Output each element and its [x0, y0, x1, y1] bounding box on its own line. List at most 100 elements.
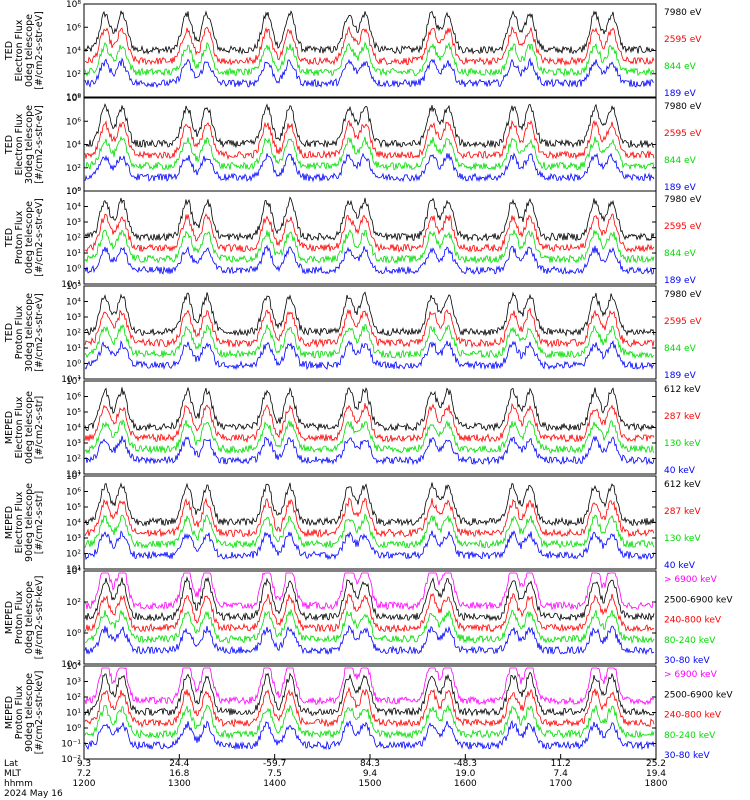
- series-line: [84, 386, 655, 432]
- series-line: [84, 719, 655, 751]
- y-tick-label: 10⁻²: [61, 755, 81, 765]
- y-axis-label: MEPED: [4, 411, 15, 444]
- x-lat-label: 25.2: [646, 759, 666, 769]
- legend-entry: 7980 eV: [664, 195, 702, 205]
- legend-entry: 240-800 keV: [664, 616, 722, 626]
- series-line: [84, 152, 655, 183]
- y-tick-label: 10⁵: [66, 503, 81, 513]
- series-line: [84, 513, 655, 549]
- y-axis-label: [#/cm2-s-str-eV]: [34, 198, 45, 277]
- y-tick-label: 10²: [66, 329, 81, 339]
- series-line: [84, 213, 655, 253]
- y-tick-label: 10¹: [66, 470, 81, 480]
- y-tick-label: 10⁴: [66, 298, 81, 308]
- legend-entry: 2595 eV: [664, 317, 702, 327]
- y-tick-label: 10¹: [66, 565, 81, 575]
- x-hhmm-label: 1600: [454, 779, 477, 789]
- panel-5: 10¹ 10² 10³ 10⁴ 10⁵ 10⁶ 10⁷ MEPED Electron Flux 0…: [4, 377, 701, 480]
- legend-entry: 2500-6900 keV: [664, 595, 733, 605]
- y-tick-label: 10⁶: [66, 117, 81, 127]
- legend-entry: 2500-6900 keV: [664, 690, 733, 700]
- y-axis-label: 30deg telescope: [24, 293, 35, 372]
- y-tick-label: 10³: [66, 678, 81, 688]
- y-axis-label: Electron Flux: [14, 396, 25, 458]
- legend-entry: 7980 eV: [664, 290, 702, 300]
- panel-3: 10⁻¹ 10⁰ 10¹ 10² 10³ 10⁴ 10⁵ TED Proton Flux 0deg…: [4, 187, 702, 290]
- panel-frame: [83, 570, 657, 665]
- legend-entry: 2595 eV: [664, 222, 702, 232]
- y-tick-label: 10²: [66, 234, 81, 244]
- series-line: [84, 10, 655, 55]
- series-line: [84, 229, 655, 265]
- y-axis-label: 30deg telescope: [24, 105, 35, 184]
- legend-entry: 7980 eV: [664, 102, 702, 112]
- legend-entry: 80-240 keV: [664, 731, 716, 741]
- series-line: [84, 57, 655, 88]
- legend-entry: 612 keV: [664, 480, 701, 490]
- y-tick-label: 10²: [66, 598, 81, 608]
- y-axis-label: TED: [4, 323, 15, 343]
- y-tick-label: 10⁶: [66, 488, 81, 498]
- y-tick-label: 10²: [66, 455, 81, 465]
- y-axis-label: Proton Flux: [14, 305, 25, 359]
- y-axis-label: Electron Flux: [14, 113, 25, 175]
- y-axis-label: MEPED: [4, 506, 15, 539]
- y-tick-label: 10³: [66, 439, 81, 449]
- row-label-lat: Lat: [4, 759, 19, 769]
- series-line: [84, 307, 655, 349]
- legend-entry: 7980 eV: [664, 8, 702, 18]
- y-axis-label: MEPED: [4, 696, 15, 729]
- series-line: [84, 419, 655, 455]
- y-axis-label: 90deg telescope: [24, 483, 35, 562]
- y-tick-label: 10⁶: [66, 23, 81, 33]
- y-tick-label: 10⁰: [66, 265, 81, 275]
- y-axis-label: [#/cm2-s-str-eV]: [34, 293, 45, 372]
- series-line: [84, 624, 655, 656]
- series-line: [84, 704, 655, 740]
- legend-entry: 287 keV: [664, 412, 701, 422]
- series-line: [84, 135, 655, 171]
- series-line: [84, 41, 655, 78]
- x-mlt-label: 7.2: [77, 769, 91, 779]
- legend-entry: 30-80 keV: [664, 656, 710, 666]
- series-line: [84, 291, 655, 337]
- y-tick-label: 10¹: [66, 344, 81, 354]
- series-line: [84, 339, 655, 371]
- legend-entry: 2595 eV: [664, 35, 702, 45]
- y-tick-label: 10⁻¹: [61, 375, 81, 385]
- y-tick-label: 10⁴: [66, 424, 81, 434]
- y-tick-label: 10⁴: [66, 662, 81, 672]
- series-line: [84, 119, 655, 161]
- y-tick-label: 10⁰: [66, 360, 81, 370]
- legend-entry: 80-240 keV: [664, 636, 716, 646]
- x-hhmm-label: 1500: [359, 779, 382, 789]
- y-tick-label: 10⁶: [66, 393, 81, 403]
- legend-entry: 2595 eV: [664, 129, 702, 139]
- y-tick-label: 10¹: [66, 249, 81, 259]
- y-tick-label: 10⁵: [66, 408, 81, 418]
- y-tick-label: 10³: [66, 313, 81, 323]
- y-tick-label: 10⁰: [66, 629, 81, 639]
- y-tick-label: 10⁻²: [61, 660, 81, 670]
- panel-8: 10⁻² 10⁻¹ 10⁰ 10¹ 10² 10³ 10⁴ MEPED Proton Flux 9…: [4, 662, 733, 765]
- row-label-hhmm: hhmm: [4, 779, 33, 789]
- y-axis-label: Proton Flux: [14, 590, 25, 644]
- legend-entry: 189 eV: [664, 276, 697, 286]
- x-mlt-label: 16.8: [169, 769, 189, 779]
- series-line: [84, 402, 655, 444]
- series-line: [84, 686, 655, 728]
- x-hhmm-label: 1200: [73, 779, 96, 789]
- x-lat-label: -59.7: [263, 759, 286, 769]
- series-line: [84, 244, 655, 275]
- x-mlt-label: 7.5: [268, 769, 282, 779]
- legend-entry: 844 eV: [664, 249, 697, 259]
- legend-entry: > 6900 keV: [664, 575, 718, 585]
- y-axis-label: [#/cm2-s-str-keV]: [34, 671, 45, 755]
- y-axis-label: [#/cm2-s-str-eV]: [34, 105, 45, 184]
- y-tick-label: 10⁰: [66, 187, 81, 197]
- y-tick-label: 10⁰: [66, 724, 81, 734]
- legend-entry: 844 eV: [664, 62, 697, 72]
- legend-entry: 40 keV: [664, 466, 696, 476]
- y-tick-label: 10⁴: [66, 519, 81, 529]
